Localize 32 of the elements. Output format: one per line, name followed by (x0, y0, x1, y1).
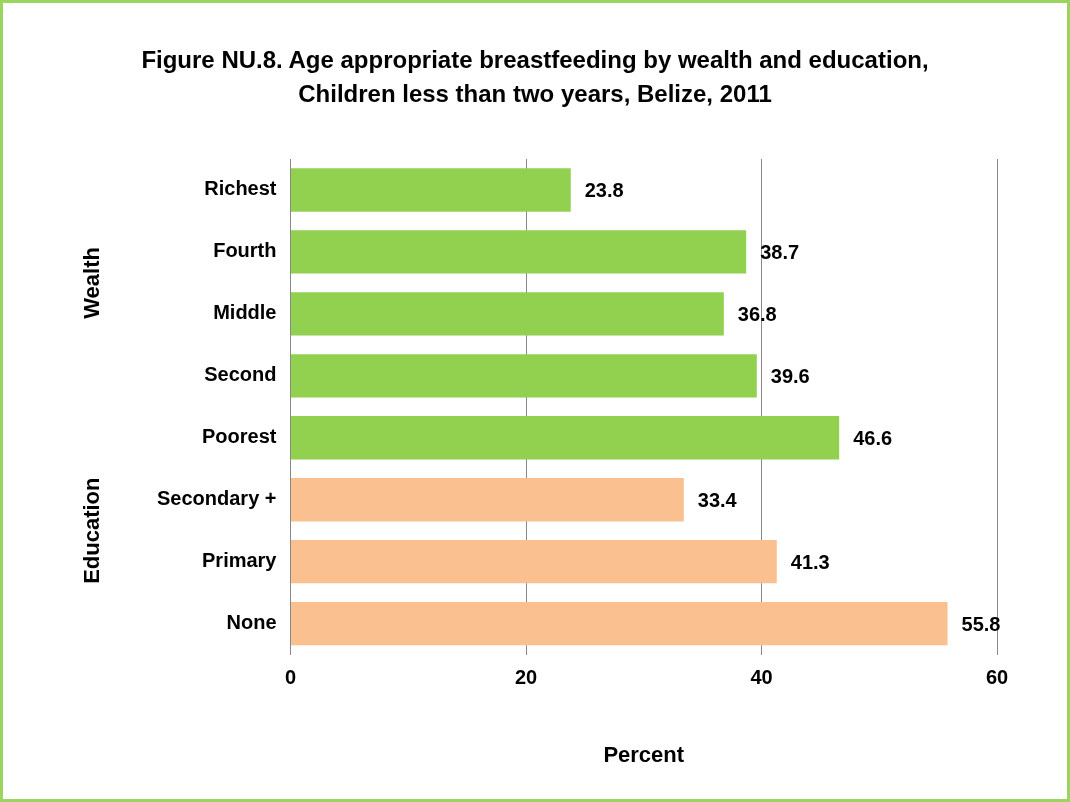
bar (291, 478, 684, 522)
y-tick-label: Secondary + (156, 487, 277, 510)
y-tick-label: Poorest (202, 425, 277, 448)
y-tick-label: Second (204, 363, 277, 386)
text: Education (79, 477, 105, 584)
data-label: 39.6 (770, 365, 810, 388)
data-label: 23.8 (584, 179, 624, 202)
y-tick-label: Fourth (213, 239, 277, 262)
data-label: 46.6 (853, 427, 893, 450)
chart-title: Figure NU.8. Age appropriate breastfeeding by wealth and education, Children less than two years, Belize, 2011 (140, 45, 930, 109)
y-tick-label: Middle (213, 301, 277, 324)
text: Wealth (79, 247, 105, 319)
bar (291, 230, 747, 274)
y-tick-label: Primary (202, 549, 278, 572)
y-tick-label: Richest (204, 177, 277, 200)
bar (291, 539, 777, 584)
bar (291, 601, 948, 646)
x-tick-label: 0 (284, 666, 297, 689)
y-tick-label: None (226, 611, 277, 634)
data-label: 55.8 (961, 613, 1001, 636)
x-axis-title: Percent (603, 741, 685, 767)
data-label: 33.4 (697, 489, 738, 512)
data-label: 41.3 (790, 551, 830, 574)
data-label: 36.8 (737, 303, 777, 326)
bar (291, 168, 571, 212)
x-tick-label: 40 (750, 666, 773, 689)
x-tick-label: 60 (985, 666, 1009, 689)
bar (291, 292, 724, 336)
data-label: 38.7 (760, 241, 800, 264)
bar (291, 354, 757, 398)
bar (291, 416, 840, 460)
x-tick-label: 20 (514, 666, 538, 689)
